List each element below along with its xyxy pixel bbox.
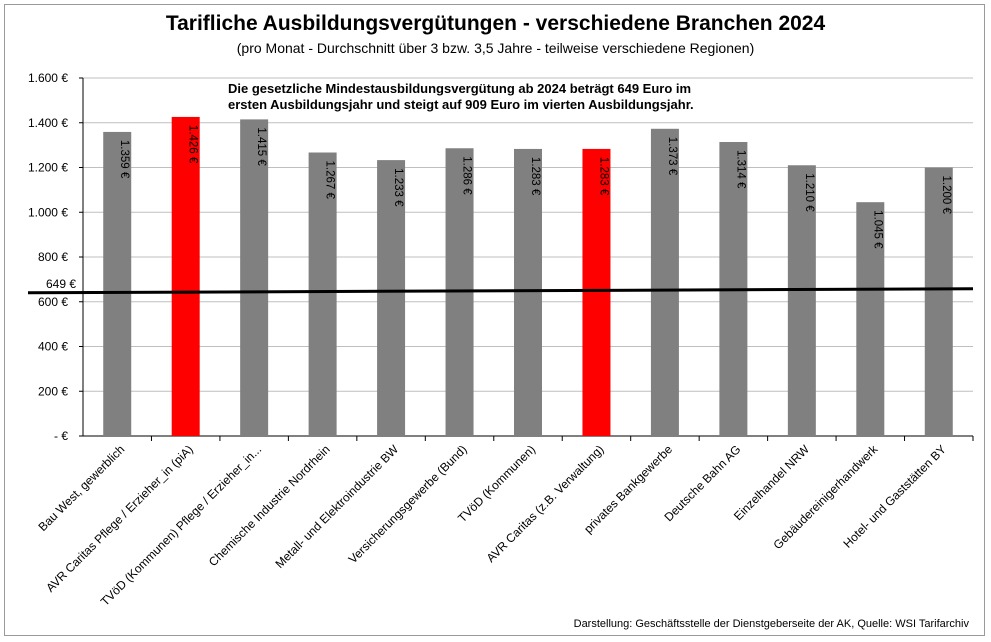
y-tick-label: 600 € xyxy=(38,295,68,309)
y-tick-label: 1.000 € xyxy=(28,205,68,219)
bar xyxy=(650,128,679,436)
chart-subtitle: (pro Monat - Durchschnitt über 3 bzw. 3,… xyxy=(236,40,755,56)
y-tick-label: 1.200 € xyxy=(28,161,68,175)
bar xyxy=(377,160,406,436)
chart-frame xyxy=(4,4,985,636)
annotation-line-2: ersten Ausbildungsjahr und steigt auf 90… xyxy=(228,97,694,112)
bar xyxy=(856,202,885,436)
x-category-label: Chemische Industrie Nordrhein xyxy=(206,442,333,569)
bar-value-label: 1.373 € xyxy=(666,137,678,176)
annotation-line-1: Die gesetzliche Mindestausbildungsvergüt… xyxy=(228,81,692,96)
bar-value-label: 1.233 € xyxy=(392,168,404,207)
bar-value-label: 1.359 € xyxy=(118,140,130,179)
chart-annotation: Die gesetzliche Mindestausbildungsvergüt… xyxy=(228,81,694,113)
bar xyxy=(787,165,816,436)
y-tick-label: 800 € xyxy=(38,250,68,264)
bar xyxy=(582,148,611,436)
x-category-label: AVR Caritas Pflege / Erzieher_in (piA) xyxy=(43,442,196,595)
bar-value-label: 1.283 € xyxy=(529,157,541,196)
bar xyxy=(103,131,132,436)
x-category-label: Einzelhandel NRW xyxy=(731,442,812,523)
bar xyxy=(308,152,337,437)
bar xyxy=(514,148,542,436)
bar-value-label: 1.314 € xyxy=(734,150,746,189)
reference-line xyxy=(27,287,974,295)
source-note: Darstellung: Geschäftsstelle der Dienstg… xyxy=(573,618,969,630)
bar-value-label: 1.045 € xyxy=(871,210,883,249)
bar-value-label: 1.286 € xyxy=(461,156,473,195)
bar xyxy=(924,167,953,436)
bar-value-label: 1.210 € xyxy=(803,173,815,212)
x-category-label: Metall- und Elektroindustrie BW xyxy=(272,442,401,571)
chart-title: Tarifliche Ausbildungsvergütungen - vers… xyxy=(165,12,826,35)
x-category-label: Versicherungsgewerbe (Bund) xyxy=(346,442,470,566)
bar xyxy=(171,116,200,437)
bar-value-label: 1.200 € xyxy=(940,176,952,215)
bar-value-label: 1.415 € xyxy=(255,127,267,166)
x-category-label: AVR Caritas (z.B. Verwaltung) xyxy=(484,442,607,565)
y-tick-label: 1.400 € xyxy=(28,116,68,130)
bar xyxy=(240,119,269,437)
bar-value-label: 1.267 € xyxy=(324,161,336,200)
bar-value-label: 1.283 € xyxy=(597,157,609,196)
reference-line-label: 649 € xyxy=(46,277,76,291)
y-tick-label: 200 € xyxy=(38,384,68,398)
y-tick-label: - € xyxy=(54,429,68,443)
y-tick-label: 1.600 € xyxy=(28,71,68,85)
y-tick-label: 400 € xyxy=(38,340,68,354)
bar-value-label: 1.426 € xyxy=(187,125,199,164)
